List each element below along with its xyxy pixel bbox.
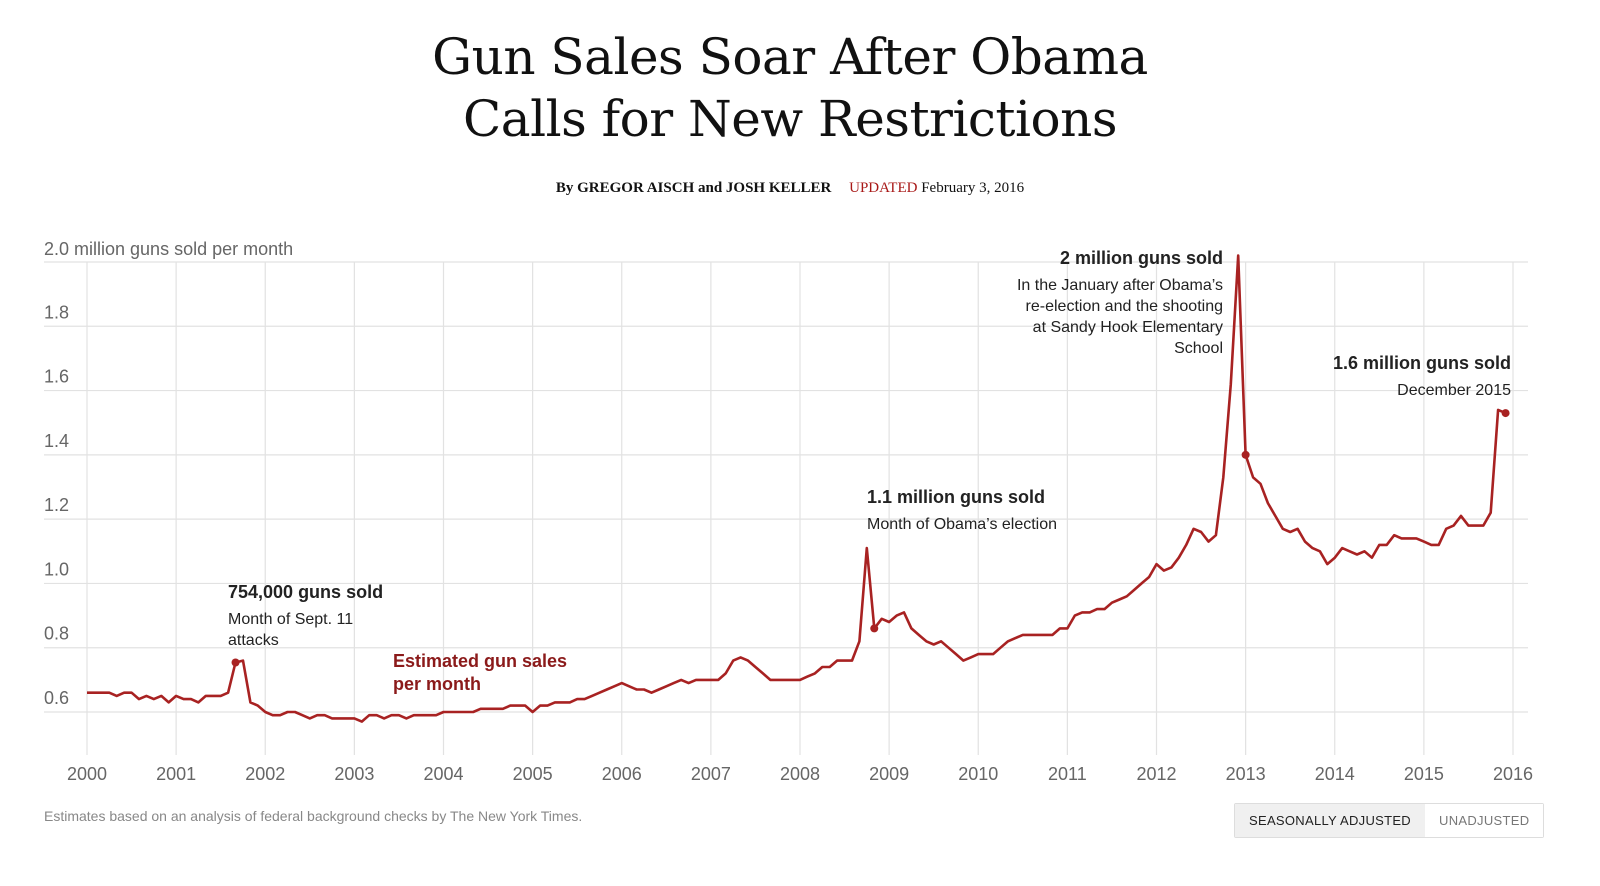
y-tick-label: 1.6 — [44, 367, 69, 387]
title-line-2: Calls for New Restrictions — [463, 90, 1117, 148]
x-tick-label: 2015 — [1404, 764, 1444, 784]
annotation-text: December 2015 — [1397, 382, 1511, 399]
series-line — [87, 254, 1507, 723]
y-unit-label: 2.0 million guns sold per month — [44, 239, 293, 259]
y-tick-label: 0.8 — [44, 624, 69, 644]
unadjusted-button[interactable]: UNADJUSTED — [1425, 804, 1544, 837]
x-tick-label: 2001 — [156, 764, 196, 784]
x-tick-label: 2004 — [423, 764, 463, 784]
annotation-text: In the January after Obama’s — [1017, 277, 1223, 294]
y-tick-label: 1.2 — [44, 495, 69, 515]
annotation: 2 million guns sold In the January after … — [1017, 248, 1250, 459]
updated-label: UPDATED — [849, 180, 918, 196]
byline-authors: By GREGOR AISCH and JOSH KELLER — [555, 180, 832, 196]
updated-date: February 3, 2016 — [921, 180, 1025, 196]
annotation-title: 754,000 guns sold — [228, 582, 383, 602]
page-title: Gun Sales Soar After Obama Calls for New… — [0, 26, 1580, 150]
annotation: 754,000 guns sold Month of Sept. 11 attack… — [228, 582, 383, 667]
annotation-text: Month of Sept. 11 — [228, 611, 353, 628]
x-tick-label: 2011 — [1048, 764, 1087, 784]
y-tick-label: 1.4 — [44, 431, 69, 451]
x-tick-label: 2012 — [1136, 764, 1176, 784]
x-tick-label: 2005 — [513, 764, 553, 784]
x-tick-label: 2008 — [780, 764, 820, 784]
x-tick-label: 2006 — [602, 764, 642, 784]
annotation-text: re-election and the shooting — [1026, 298, 1223, 315]
annotation: 1.1 million guns sold Month of Obama’s el… — [867, 487, 1057, 633]
annotation-dot — [231, 658, 240, 667]
series-label-line-1: Estimated gun sales — [393, 651, 567, 671]
annotation-title: 2 million guns sold — [1060, 248, 1223, 268]
x-tick-label: 2000 — [67, 764, 107, 784]
series-label-line-2: per month — [393, 674, 481, 694]
x-tick-label: 2007 — [691, 764, 731, 784]
y-axis-labels: 0.6 0.8 1.0 1.2 1.4 1.6 1.8 — [44, 302, 69, 708]
adjustment-toggle: SEASONALLY ADJUSTED UNADJUSTED — [1234, 803, 1545, 838]
y-tick-label: 1.0 — [44, 559, 69, 579]
annotation-text: School — [1174, 340, 1223, 357]
x-gridlines — [86, 262, 1514, 755]
x-axis-labels: 2000 2001 2002 2003 2004 2005 2006 2007 2008 2009… — [67, 764, 1533, 784]
byline: By GREGOR AISCH and JOSH KELLER UPDATED … — [0, 180, 1580, 197]
annotation-dot — [1241, 450, 1250, 459]
annotation: 1.6 million guns sold December 2015 — [1333, 353, 1511, 418]
annotation-dot — [870, 624, 879, 633]
x-tick-label: 2014 — [1315, 764, 1355, 784]
annotation-title: 1.1 million guns sold — [867, 487, 1045, 507]
x-tick-label: 2016 — [1493, 764, 1533, 784]
x-tick-label: 2009 — [869, 764, 909, 784]
x-tick-label: 2013 — [1226, 764, 1266, 784]
y-tick-label: 1.8 — [44, 302, 69, 322]
annotation-text: attacks — [228, 632, 279, 649]
annotation-text: Month of Obama’s election — [867, 516, 1057, 533]
annotation-text: at Sandy Hook Elementary — [1033, 319, 1223, 336]
y-gridlines — [44, 261, 1528, 713]
title-line-1: Gun Sales Soar After Obama — [432, 28, 1148, 86]
x-tick-label: 2003 — [334, 764, 374, 784]
source-note: Estimates based on an analysis of federa… — [44, 808, 583, 824]
seasonally-adjusted-button[interactable]: SEASONALLY ADJUSTED — [1235, 804, 1425, 837]
annotation-title: 1.6 million guns sold — [1333, 353, 1511, 373]
line-chart: 0.6 0.8 1.0 1.2 1.4 1.6 1.8 2.0 million guns s… — [44, 239, 1533, 784]
y-tick-label: 0.6 — [44, 688, 69, 708]
annotation-dot — [1501, 409, 1510, 418]
annotations: 754,000 guns sold Month of Sept. 11 attack… — [228, 248, 1511, 667]
x-tick-label: 2010 — [958, 764, 998, 784]
x-tick-label: 2002 — [245, 764, 285, 784]
